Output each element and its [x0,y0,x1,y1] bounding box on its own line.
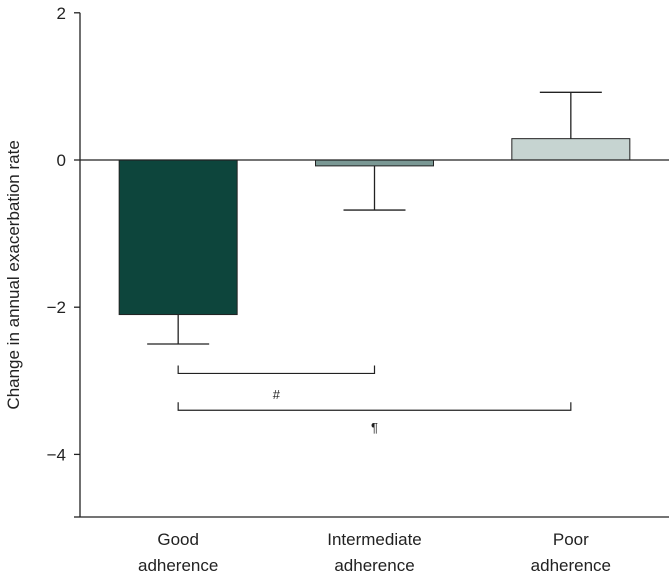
error-bars [147,91,602,345]
category-labels: Good adherence Intermediate adherence Poor ad… [138,530,611,575]
significance-label: # [273,387,281,402]
category-label-line: Good [157,530,199,549]
category-label: Good adherence [138,530,218,575]
y-tick-label: −4 [47,445,66,464]
significance-bracket [177,402,572,411]
significance-bracket [177,365,376,375]
bar [511,138,631,161]
y-tick-label: 2 [57,4,66,23]
category-label-line: Poor [553,530,589,549]
bar [315,159,434,167]
category-label: Poor adherence [531,530,611,575]
category-label-line: adherence [531,556,611,575]
bar [118,159,238,316]
category-label-line: adherence [138,556,218,575]
y-axis-title: Change in annual exacerbation rate [4,140,23,409]
y-tick-label: 0 [57,151,66,170]
significance-brackets: #¶ [177,365,572,435]
y-axis-ticks: 2 0 −2 −4 [47,4,80,518]
significance-label: ¶ [371,420,378,435]
category-label-line: adherence [334,556,414,575]
category-label-line: Intermediate [327,530,422,549]
category-label: Intermediate adherence [327,530,422,575]
bars [118,138,631,316]
y-tick-label: −2 [47,298,66,317]
